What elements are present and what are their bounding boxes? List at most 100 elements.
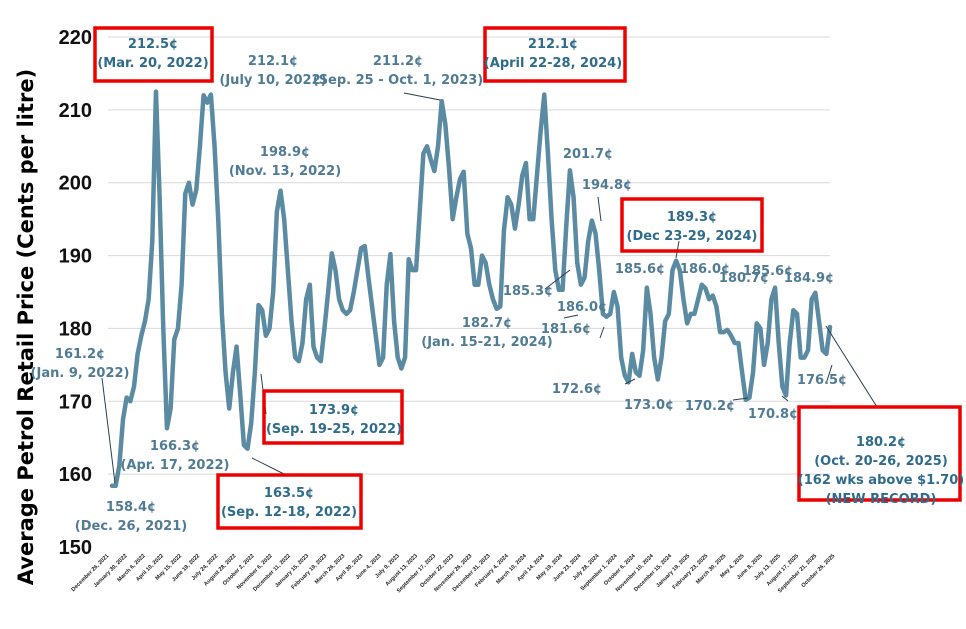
annotation-line: 185.6¢ [615,262,665,277]
annotation-line: (Sep. 12-18, 2022) [221,505,357,520]
annotation-line: 189.3¢ [667,210,717,225]
annotation-line: 194.8¢ [582,178,632,193]
annotation-leader [732,397,749,401]
annotation-line: 173.0¢ [624,398,674,413]
price-annotation: 176.5¢ [797,373,847,388]
highlight-box [620,197,764,253]
y-axis-ticks: 150 160 170 180 190 200 210 220 [59,27,92,559]
annotation-line: (162 wks above $1.70) [798,473,964,488]
annotation-leader [544,269,571,290]
y-tick-label: 170 [59,391,92,413]
price-annotation: 198.9¢ (Nov. 13, 2022) [229,145,341,179]
price-annotation: 172.6¢ [552,382,602,397]
highlight-box [216,473,363,530]
y-tick-label: 190 [59,246,92,268]
annotation-line: (Mar. 20, 2022) [97,56,208,71]
annotation-line: 212.1¢ [248,54,298,69]
price-annotation: 185.6¢ [615,262,665,277]
highlight-box [797,405,962,502]
y-tick-label: 200 [59,173,92,195]
y-tick-label: 220 [59,27,92,49]
price-annotation: 189.3¢ (Dec 23-29, 2024) [627,210,758,244]
price-annotation: 170.8¢ [748,407,798,422]
annotation-line: (Apr. 17, 2022) [120,458,229,473]
y-axis-label: Average Petrol Retail Price (Cents per l… [14,69,38,585]
annotation-line: (Sep. 25 - Oct. 1, 2023) [313,73,484,88]
price-annotation: 170.2¢ [685,399,735,414]
price-annotation: 212.1¢ (April 22-28, 2024) [484,37,622,71]
price-annotation: 180.7¢ [719,271,769,286]
annotation-line: 163.5¢ [264,486,314,501]
annotation-line: (Dec 23-29, 2024) [627,229,758,244]
price-annotation: 158.4¢ (Dec. 26, 2021) [75,500,187,534]
price-annotation: 166.3¢ (Apr. 17, 2022) [120,439,229,473]
annotation-line: 182.7¢ [462,316,512,331]
annotation-line: 211.2¢ [373,54,423,69]
y-tick-label: 210 [59,100,92,122]
x-tick-label: August 13, 2023 [385,553,419,587]
annotation-leader [825,364,833,385]
price-annotation: 194.8¢ [582,178,632,193]
annotation-line: (April 22-28, 2024) [484,56,622,71]
annotation-line: 173.9¢ [309,403,359,418]
annotation-leader [101,377,116,484]
annotation-line: (NEW RECORD) [826,492,937,507]
annotation-line: 181.6¢ [541,322,591,337]
annotation-line: (Oct. 20-26, 2025) [814,454,948,469]
price-annotation: 184.9¢ [784,271,834,286]
annotation-line: 186.0¢ [680,262,730,277]
price-annotation: 186.0¢ [680,262,730,277]
y-tick-label: 150 [59,537,92,559]
x-tick-label: August 28, 2022 [203,553,237,587]
x-tick-label: October 6, 2024 [603,553,637,587]
price-annotation: 181.6¢ [541,322,591,337]
annotation-line: 170.2¢ [685,399,735,414]
annotation-line: 166.3¢ [150,439,200,454]
annotation-leader [825,325,878,408]
annotation-leaders [101,92,878,484]
annotation-line: 184.9¢ [784,271,834,286]
annotation-line: 212.5¢ [128,37,178,52]
price-series [109,89,833,489]
annotation-line: (July 10, 2022) [219,73,326,88]
price-annotation: 186.0¢ [557,300,607,315]
price-annotation: 185.6¢ [743,264,793,279]
annotation-line: 185.3¢ [503,284,553,299]
price-annotation: 161.2¢ (Jan. 9, 2022) [31,347,130,381]
y-tick-label: 160 [59,464,92,486]
annotation-leader [624,378,636,385]
y-tick-label: 180 [59,318,92,340]
annotations: 212.5¢ (Mar. 20, 2022) 212.1¢ (July 10, 202… [31,37,965,534]
price-annotation: 185.3¢ [503,284,553,299]
annotation-line: 172.6¢ [552,382,602,397]
annotation-line: 170.8¢ [748,407,798,422]
price-annotation: 173.9¢ (Sep. 19-25, 2022) [266,403,402,437]
annotation-leader [563,314,579,319]
annotation-line: 198.9¢ [260,145,310,160]
annotation-leader [403,92,441,101]
price-annotation: 182.7¢ (Jan. 15-21, 2024) [421,316,552,350]
price-annotation: 180.2¢ (Oct. 20-26, 2025) (162 wks above $… [798,435,964,507]
x-tick-label: October 26, 2025 [801,553,837,589]
annotation-line: (Sep. 19-25, 2022) [266,422,402,437]
price-annotation: 173.0¢ [624,398,674,413]
annotation-line: (Jan. 9, 2022) [31,366,130,381]
price-annotation: 163.5¢ (Sep. 12-18, 2022) [221,486,357,520]
price-annotation: 201.7¢ [563,147,613,162]
annotation-boxes [93,26,962,530]
annotation-leader [597,196,602,222]
annotation-leader [781,395,789,402]
annotation-line: 176.5¢ [797,373,847,388]
annotation-line: 185.6¢ [743,264,793,279]
price-annotation: 212.5¢ (Mar. 20, 2022) [97,37,208,71]
x-tick-label: August 17, 2025 [766,553,800,587]
annotation-line: 161.2¢ [55,347,105,362]
annotation-line: 186.0¢ [557,300,607,315]
annotation-line: 180.7¢ [719,271,769,286]
highlight-box [262,389,404,445]
highlight-box [93,26,214,83]
price-annotation: 212.1¢ (July 10, 2022) [219,54,326,88]
annotation-line: 180.2¢ [856,435,906,450]
price-annotation: 211.2¢ (Sep. 25 - Oct. 1, 2023) [313,54,484,88]
